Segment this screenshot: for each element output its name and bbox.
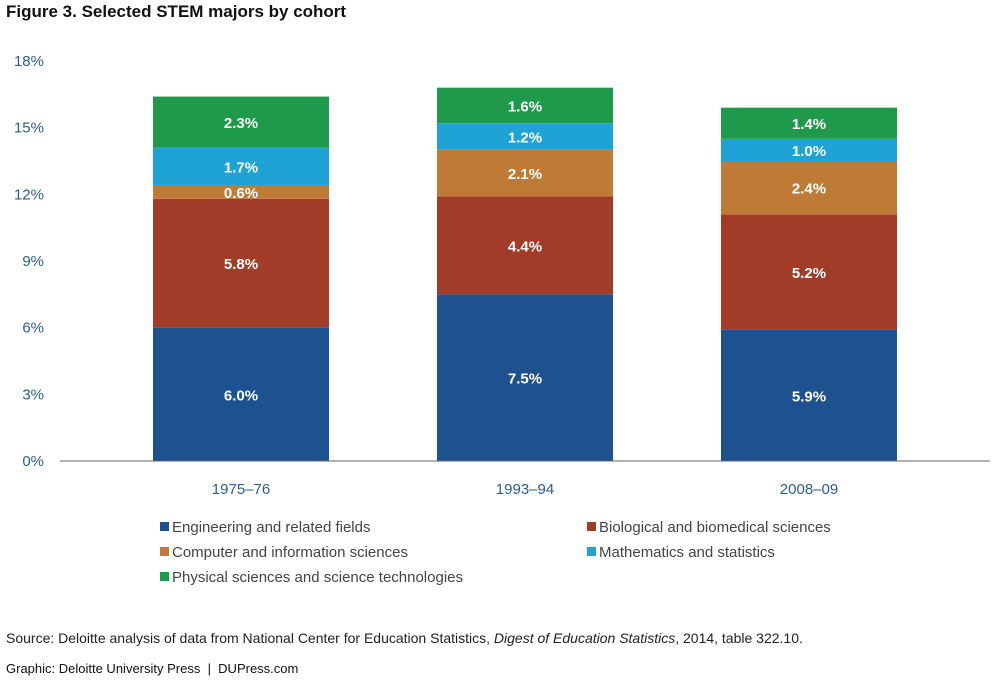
data-label: 2.4% (792, 181, 826, 198)
bar-segment (721, 214, 897, 330)
data-label: 5.2% (792, 265, 826, 282)
y-tick-label: 18% (14, 53, 44, 70)
data-label: 7.5% (508, 371, 542, 388)
legend-label: Biological and biomedical sciences (599, 519, 831, 536)
x-tick-label: 1993–94 (496, 481, 554, 498)
source-note: Source: Deloitte analysis of data from N… (6, 630, 803, 646)
data-label: 5.8% (224, 256, 258, 273)
legend-label: Computer and information sciences (172, 544, 408, 561)
bar-segment (437, 149, 613, 197)
legend-swatch (160, 522, 169, 531)
bar-segment (437, 294, 613, 461)
stacked-bar-chart: 0% 3% 6% 9% 12% 15% 18% 6.0% 5.8% 0.6% 1.7% 2.3% 197… (14, 53, 990, 586)
bar-segment (721, 161, 897, 215)
bar-segment (153, 96, 329, 148)
legend-swatch (160, 572, 169, 581)
bar-segment (153, 198, 329, 328)
bar-segment (153, 185, 329, 199)
bar-segment (437, 87, 613, 124)
y-tick-label: 3% (22, 386, 44, 403)
y-tick-label: 15% (14, 120, 44, 137)
bar-segment (153, 327, 329, 461)
graphic-credit: Graphic: Deloitte University Press | DUP… (6, 661, 299, 676)
x-tick-label: 1975–76 (212, 481, 270, 498)
data-label: 1.0% (792, 143, 826, 160)
legend-label: Mathematics and statistics (599, 544, 775, 561)
bar-segment (153, 147, 329, 186)
data-label: 0.6% (224, 185, 258, 202)
data-label: 1.2% (508, 130, 542, 147)
x-tick-label: 2008–09 (780, 481, 838, 498)
legend-label: Physical sciences and science technologi… (172, 569, 463, 586)
y-tick-label: 12% (14, 186, 44, 203)
bar-segment (437, 123, 613, 150)
source-prefix: Source: Deloitte analysis of data from N… (6, 630, 494, 646)
bar-segment (721, 138, 897, 161)
data-label: 2.1% (508, 166, 542, 183)
data-label: 2.3% (224, 115, 258, 132)
data-label: 1.4% (792, 116, 826, 133)
data-label: 4.4% (508, 238, 542, 255)
data-label: 1.6% (508, 98, 542, 115)
legend-swatch (160, 547, 169, 556)
data-label: 5.9% (792, 388, 826, 405)
data-label: 1.7% (224, 160, 258, 177)
bar-segment (721, 329, 897, 461)
y-tick-label: 9% (22, 253, 44, 270)
data-label: 6.0% (224, 387, 258, 404)
source-suffix: , 2014, table 322.10. (675, 630, 803, 646)
y-tick-label: 0% (22, 453, 44, 470)
chart-title: Figure 3. Selected STEM majors by cohort (6, 2, 347, 21)
bar-segment (721, 107, 897, 139)
source-publication: Digest of Education Statistics (493, 630, 676, 646)
bar-segment (437, 196, 613, 295)
y-tick-label: 6% (22, 320, 44, 337)
legend-swatch (587, 547, 596, 556)
legend-label: Engineering and related fields (172, 519, 370, 536)
legend-swatch (587, 522, 596, 531)
